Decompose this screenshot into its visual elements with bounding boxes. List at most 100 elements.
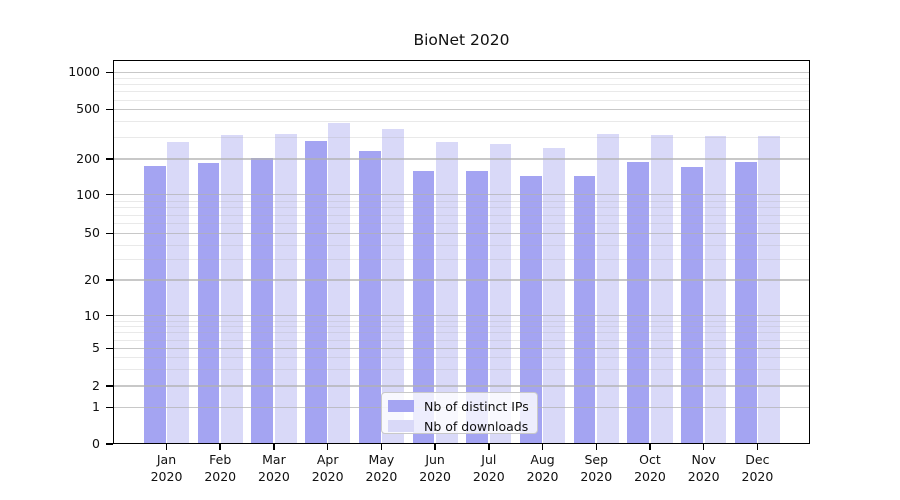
x-tick-mark — [541, 444, 544, 450]
x-tick-mark — [380, 444, 383, 450]
gridline-minor — [113, 214, 810, 216]
gridline-minor — [113, 200, 810, 202]
gridline-layer — [113, 60, 810, 444]
gridline-minor — [113, 339, 810, 341]
y-tick-label-1: 1 — [92, 399, 100, 415]
bar-distinct-ips-may — [358, 150, 381, 444]
y-tick-label-20: 20 — [84, 272, 100, 287]
bar-distinct-ips-jun — [412, 170, 435, 444]
bar-downloads-oct — [650, 135, 673, 444]
x-tick-mark — [326, 444, 329, 450]
bar-distinct-ips-nov — [681, 167, 703, 444]
y-tick-mark — [106, 385, 113, 387]
gridline-major — [113, 385, 810, 387]
x-tick-mark — [488, 444, 490, 450]
y-tick-label-1000: 1000 — [68, 64, 100, 80]
y-tick-label-10: 10 — [84, 307, 100, 323]
bar-distinct-ips-jan — [143, 165, 166, 444]
x-tick-mark — [434, 444, 436, 450]
x-tick-label-oct: Oct 2020 — [634, 452, 666, 484]
gridline-minor — [113, 326, 810, 328]
bar-distinct-ips-mar — [251, 157, 274, 444]
x-tick-label-may: May 2020 — [365, 452, 398, 484]
y-tick-label-0: 0 — [92, 436, 100, 451]
x-tick-label-dec: Dec 2020 — [741, 452, 774, 484]
y-tick-mark — [106, 193, 113, 196]
gridline-minor — [113, 357, 810, 359]
legend-swatch-distinct-ips — [388, 400, 414, 412]
gridline-major — [113, 108, 810, 110]
gridline-minor — [113, 121, 810, 123]
bar-downloads-nov — [704, 135, 727, 444]
y-tick-mark — [106, 232, 113, 235]
x-tick-label-nov: Nov 2020 — [687, 452, 720, 484]
y-tick-label-500: 500 — [76, 101, 100, 117]
gridline-major — [113, 347, 810, 349]
x-tick-label-sep: Sep 2020 — [580, 452, 613, 484]
gridline-minor — [113, 137, 810, 138]
x-tick-mark — [649, 444, 651, 450]
x-tick-mark — [165, 444, 168, 450]
y-tick-mark — [106, 108, 113, 111]
bar-downloads-dec — [758, 135, 781, 444]
gridline-major — [113, 158, 810, 160]
gridline-minor — [113, 91, 810, 93]
x-tick-label-jun: Jun 2020 — [419, 452, 451, 484]
bar-downloads-feb — [221, 134, 243, 444]
gridline-major — [113, 315, 810, 317]
legend-item: Nb of distinct IPs — [388, 398, 537, 414]
bar-downloads-mar — [274, 133, 297, 444]
legend-item: Nb of downloads — [388, 418, 537, 434]
bar-downloads-jul — [489, 143, 512, 444]
bar-downloads-jan — [167, 141, 190, 444]
bar-distinct-ips-jul — [466, 171, 489, 444]
gridline-minor — [113, 320, 810, 322]
gridline-minor — [113, 223, 810, 225]
gridline-major — [113, 232, 810, 234]
legend-label-distinct-ips: Nb of distinct IPs — [424, 398, 529, 414]
y-tick-label-200: 200 — [76, 151, 100, 166]
plot-area — [113, 60, 810, 444]
gridline-major — [113, 279, 810, 281]
x-tick-label-mar: Mar 2020 — [258, 452, 290, 484]
y-tick-mark — [106, 279, 113, 281]
x-tick-mark — [273, 444, 275, 450]
x-tick-label-feb: Feb 2020 — [204, 452, 237, 484]
gridline-major — [113, 71, 810, 73]
y-tick-mark — [106, 314, 113, 317]
y-tick-label-5: 5 — [92, 340, 100, 356]
gridline-minor — [113, 84, 810, 86]
gridline-minor — [113, 244, 810, 246]
gridline-major — [113, 194, 810, 196]
gridline-minor — [113, 259, 810, 261]
y-tick-mark — [106, 71, 113, 74]
y-tick-label-50: 50 — [84, 225, 100, 241]
bar-downloads-sep — [597, 133, 619, 444]
bar-distinct-ips-aug — [519, 175, 542, 444]
gridline-minor — [113, 99, 810, 101]
bar-downloads-jun — [435, 141, 458, 444]
x-tick-mark — [595, 444, 597, 450]
x-tick-mark — [219, 444, 221, 450]
y-tick-mark — [106, 406, 113, 409]
y-tick-label-2: 2 — [92, 378, 100, 393]
legend-swatch-downloads — [388, 420, 414, 432]
chart-title: BioNet 2020 — [413, 31, 510, 49]
bar-distinct-ips-oct — [627, 161, 650, 444]
legend-label-downloads: Nb of downloads — [424, 418, 529, 434]
y-tick-mark — [106, 158, 113, 160]
x-tick-label-jul: Jul 2020 — [472, 452, 505, 484]
y-tick-mark — [106, 443, 113, 445]
bar-distinct-ips-dec — [734, 161, 757, 444]
y-tick-mark — [106, 347, 113, 350]
x-tick-label-aug: Aug 2020 — [526, 452, 559, 484]
bar-downloads-aug — [543, 148, 566, 444]
x-tick-label-apr: Apr 2020 — [311, 452, 344, 484]
gridline-minor — [113, 77, 810, 79]
gridline-minor — [113, 369, 810, 371]
gridline-minor — [113, 207, 810, 209]
bar-distinct-ips-sep — [573, 175, 596, 444]
bar-downloads-may — [382, 129, 404, 444]
legend: Nb of distinct IPs Nb of downloads — [381, 392, 538, 434]
